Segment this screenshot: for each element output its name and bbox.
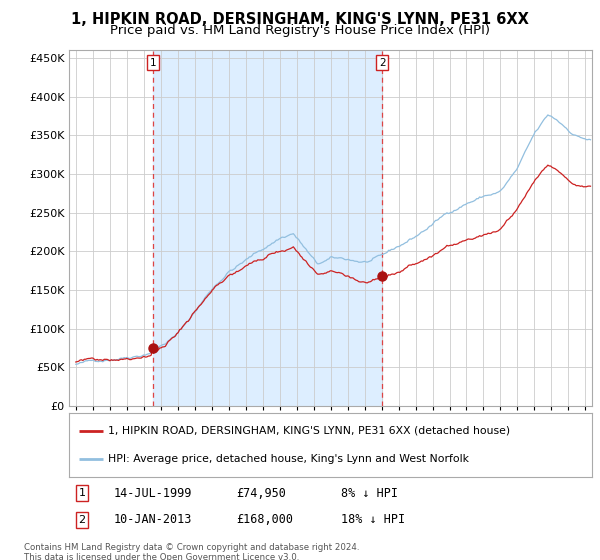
Text: 2: 2 <box>379 58 385 68</box>
Text: 10-JAN-2013: 10-JAN-2013 <box>113 514 192 526</box>
Bar <box>153 50 382 406</box>
Text: Contains HM Land Registry data © Crown copyright and database right 2024.: Contains HM Land Registry data © Crown c… <box>24 543 359 552</box>
Text: 2: 2 <box>79 515 86 525</box>
Text: 1, HIPKIN ROAD, DERSINGHAM, KING'S LYNN, PE31 6XX (detached house): 1, HIPKIN ROAD, DERSINGHAM, KING'S LYNN,… <box>108 426 511 436</box>
Text: £168,000: £168,000 <box>236 514 293 526</box>
Text: HPI: Average price, detached house, King's Lynn and West Norfolk: HPI: Average price, detached house, King… <box>108 454 469 464</box>
Text: 1: 1 <box>149 58 156 68</box>
Text: 1, HIPKIN ROAD, DERSINGHAM, KING'S LYNN, PE31 6XX: 1, HIPKIN ROAD, DERSINGHAM, KING'S LYNN,… <box>71 12 529 27</box>
Text: Price paid vs. HM Land Registry's House Price Index (HPI): Price paid vs. HM Land Registry's House … <box>110 24 490 36</box>
Text: This data is licensed under the Open Government Licence v3.0.: This data is licensed under the Open Gov… <box>24 553 299 560</box>
Text: 18% ↓ HPI: 18% ↓ HPI <box>341 514 405 526</box>
Text: 1: 1 <box>79 488 86 498</box>
Text: £74,950: £74,950 <box>236 487 286 500</box>
Text: 14-JUL-1999: 14-JUL-1999 <box>113 487 192 500</box>
Text: 8% ↓ HPI: 8% ↓ HPI <box>341 487 398 500</box>
